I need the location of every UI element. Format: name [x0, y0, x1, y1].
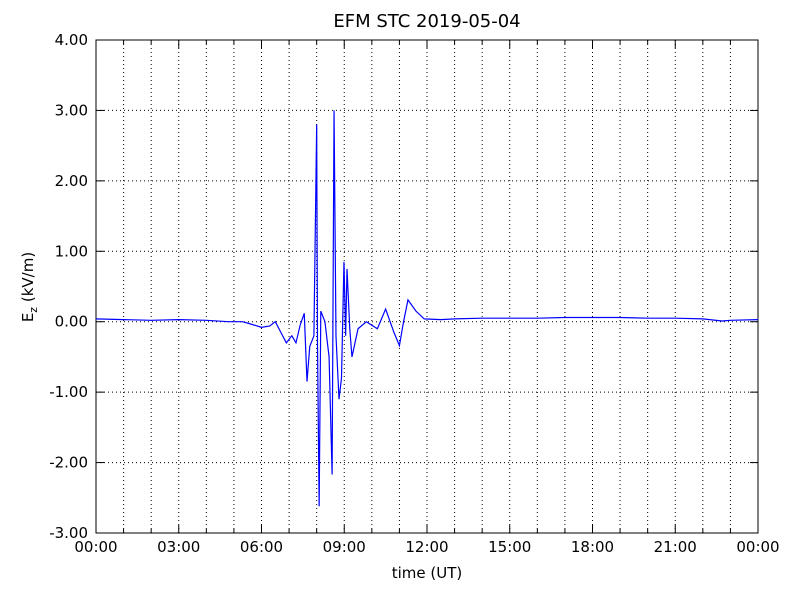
- x-tick-label: 18:00: [571, 538, 614, 556]
- x-tick-label: 09:00: [323, 538, 366, 556]
- x-tick-label: 00:00: [74, 538, 117, 556]
- y-axis-label: Ez (kV/m): [19, 252, 40, 322]
- y-label-main: E: [19, 313, 37, 322]
- y-tick-label: 1.00: [55, 242, 88, 260]
- data-line: [95, 110, 759, 507]
- y-tick-label: -1.00: [49, 383, 88, 401]
- x-tick-label: 06:00: [240, 538, 283, 556]
- y-tick-label: 4.00: [55, 31, 88, 49]
- plot-frame: [95, 39, 759, 534]
- y-label-sub: z: [27, 307, 40, 313]
- y-tick-label: 0.00: [55, 313, 88, 331]
- y-label-unit: (kV/m): [19, 252, 37, 307]
- chart-title: EFM STC 2019-05-04: [333, 11, 520, 32]
- y-tick-label: 3.00: [55, 101, 88, 119]
- x-axis-label: time (UT): [392, 564, 463, 582]
- y-tick-label: -2.00: [49, 454, 88, 472]
- x-tick-label: 03:00: [157, 538, 200, 556]
- x-tick-label: 12:00: [405, 538, 448, 556]
- y-tick-label: -3.00: [49, 524, 88, 542]
- y-tick-label: 2.00: [55, 172, 88, 190]
- x-tick-label: 15:00: [488, 538, 531, 556]
- x-tick-label: 00:00: [736, 538, 779, 556]
- x-tick-label: 21:00: [654, 538, 697, 556]
